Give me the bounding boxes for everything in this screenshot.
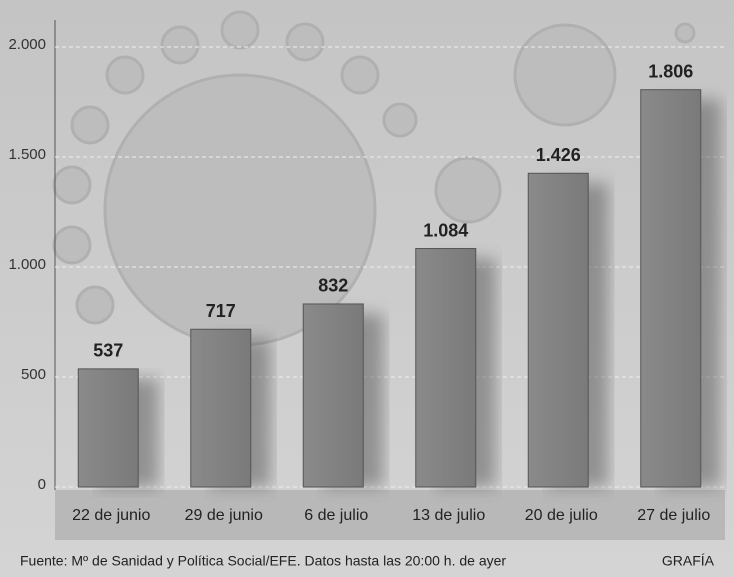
category-band — [55, 490, 725, 540]
x-tick-label: 13 de julio — [412, 507, 485, 524]
bar — [415, 248, 477, 488]
bar — [190, 328, 252, 488]
bar — [640, 89, 702, 488]
source-note: Fuente: Mº de Sanidad y Política Social/… — [20, 553, 506, 569]
x-tick-label: 20 de julio — [525, 507, 598, 524]
x-tick-label: 6 de julio — [304, 507, 368, 524]
virus-decoration — [52, 10, 696, 347]
y-tick-label: 1.500 — [8, 146, 46, 163]
y-tick-label: 1.000 — [8, 256, 46, 273]
x-tick-label: 29 de junio — [185, 507, 263, 524]
value-label: 1.806 — [648, 61, 693, 81]
y-tick-label: 500 — [21, 366, 46, 383]
credit: GRAFÍA — [662, 553, 715, 569]
value-label: 537 — [93, 341, 123, 361]
x-tick-label: 22 de junio — [72, 507, 150, 524]
bar — [302, 303, 364, 488]
bar — [527, 172, 589, 488]
y-tick-label: 2.000 — [8, 36, 46, 53]
y-tick-label: 0 — [38, 476, 46, 493]
value-label: 1.426 — [536, 145, 581, 165]
value-label: 1.084 — [423, 220, 468, 240]
x-tick-label: 27 de julio — [637, 507, 710, 524]
bar — [77, 368, 139, 488]
value-label: 717 — [206, 301, 236, 321]
value-label: 832 — [318, 276, 348, 296]
